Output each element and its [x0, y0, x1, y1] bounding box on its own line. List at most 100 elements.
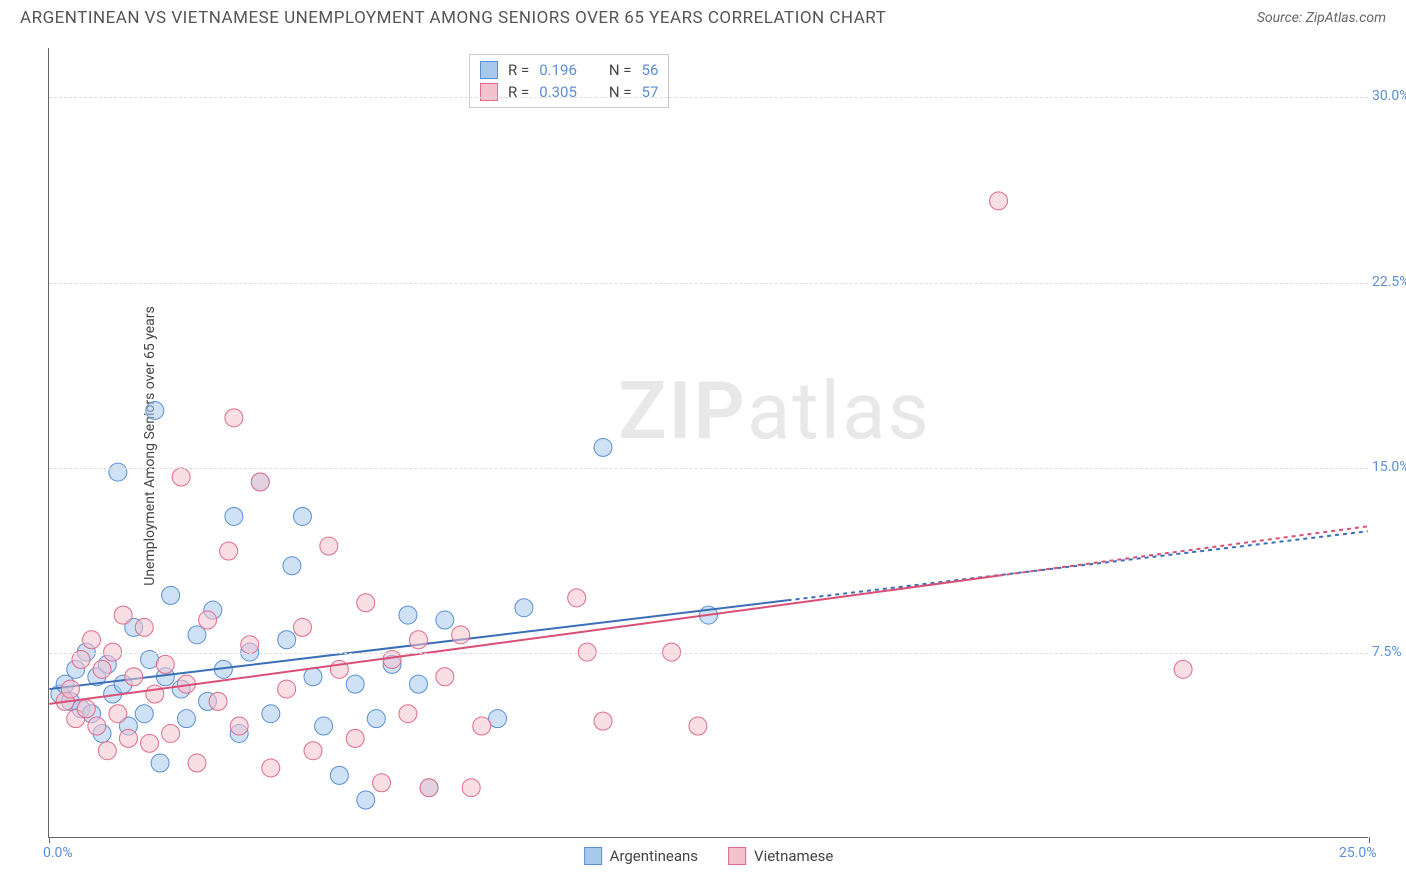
legend-item-1: Vietnamese [728, 847, 833, 865]
data-point [293, 507, 311, 525]
chart-header: ARGENTINEAN VS VIETNAMESE UNEMPLOYMENT A… [0, 0, 1406, 32]
data-point [452, 626, 470, 644]
data-point [283, 557, 301, 575]
data-point [304, 668, 322, 686]
data-point [315, 717, 333, 735]
data-point [357, 791, 375, 809]
xtick-label: 25.0% [1339, 845, 1377, 861]
data-point [241, 636, 259, 654]
data-point [220, 542, 238, 560]
data-point [61, 680, 79, 698]
ytick-label: 15.0% [1372, 459, 1406, 475]
data-point [135, 618, 153, 636]
data-point [251, 473, 269, 491]
data-point [399, 606, 417, 624]
data-point [436, 668, 454, 686]
data-point [156, 655, 174, 673]
xtick [49, 837, 50, 843]
data-point [125, 668, 143, 686]
swatch-blue-icon [584, 847, 602, 865]
ytick-label: 22.5% [1372, 274, 1406, 290]
legend-label-1: Vietnamese [754, 847, 833, 865]
swatch-blue-icon [480, 61, 498, 79]
data-point [462, 779, 480, 797]
data-point [199, 611, 217, 629]
data-point [278, 631, 296, 649]
source-label: Source: ZipAtlas.com [1257, 10, 1386, 26]
legend-label-0: Argentineans [610, 847, 698, 865]
data-point [135, 705, 153, 723]
data-point [109, 463, 127, 481]
chart-title: ARGENTINEAN VS VIETNAMESE UNEMPLOYMENT A… [20, 8, 886, 28]
data-point [293, 618, 311, 636]
data-point [225, 409, 243, 427]
data-point [436, 611, 454, 629]
data-point [473, 717, 491, 735]
data-point [77, 700, 95, 718]
r-label: R = [508, 61, 529, 79]
data-point [594, 438, 612, 456]
data-point [262, 705, 280, 723]
data-point [177, 710, 195, 728]
regression-line-extended [788, 531, 1368, 600]
data-point [88, 717, 106, 735]
data-point [188, 754, 206, 772]
gridline [49, 468, 1368, 469]
data-point [357, 594, 375, 612]
stats-row-1: R = 0.305 N = 57 [480, 81, 658, 103]
data-point [515, 599, 533, 617]
data-point [93, 660, 111, 678]
swatch-pink-icon [728, 847, 746, 865]
series-legend: Argentineans Vietnamese [584, 847, 834, 865]
scatter-svg [49, 48, 1368, 837]
data-point [162, 724, 180, 742]
data-point [346, 729, 364, 747]
data-point [278, 680, 296, 698]
data-point [367, 710, 385, 728]
data-point [346, 675, 364, 693]
data-point [172, 468, 190, 486]
stats-row-0: R = 0.196 N = 56 [480, 59, 658, 81]
data-point [262, 759, 280, 777]
n-value-0: 56 [642, 61, 659, 79]
data-point [114, 606, 132, 624]
data-point [188, 626, 206, 644]
data-point [162, 586, 180, 604]
data-point [225, 507, 243, 525]
plot-area: ZIPatlas R = 0.196 N = 56 R = 0.305 N = … [48, 48, 1368, 838]
data-point [146, 685, 164, 703]
data-point [83, 631, 101, 649]
gridline [49, 653, 1368, 654]
gridline [49, 97, 1368, 98]
data-point [119, 729, 137, 747]
data-point [594, 712, 612, 730]
regression-line-extended [999, 526, 1368, 575]
n-label: N = [609, 61, 632, 79]
xtick [1369, 837, 1370, 843]
ytick-label: 7.5% [1372, 644, 1406, 660]
data-point [151, 754, 169, 772]
data-point [146, 401, 164, 419]
data-point [373, 774, 391, 792]
data-point [399, 705, 417, 723]
ytick-label: 30.0% [1372, 88, 1406, 104]
data-point [1174, 660, 1192, 678]
data-point [230, 717, 248, 735]
gridline [49, 283, 1368, 284]
data-point [409, 631, 427, 649]
data-point [990, 192, 1008, 210]
data-point [304, 742, 322, 760]
data-point [568, 589, 586, 607]
data-point [141, 734, 159, 752]
data-point [489, 710, 507, 728]
data-point [689, 717, 707, 735]
xtick-label: 0.0% [43, 845, 73, 861]
legend-item-0: Argentineans [584, 847, 698, 865]
data-point [420, 779, 438, 797]
stats-legend: R = 0.196 N = 56 R = 0.305 N = 57 [469, 54, 669, 108]
data-point [320, 537, 338, 555]
data-point [330, 766, 348, 784]
data-point [98, 742, 116, 760]
r-value-0: 0.196 [539, 61, 577, 79]
data-point [209, 692, 227, 710]
